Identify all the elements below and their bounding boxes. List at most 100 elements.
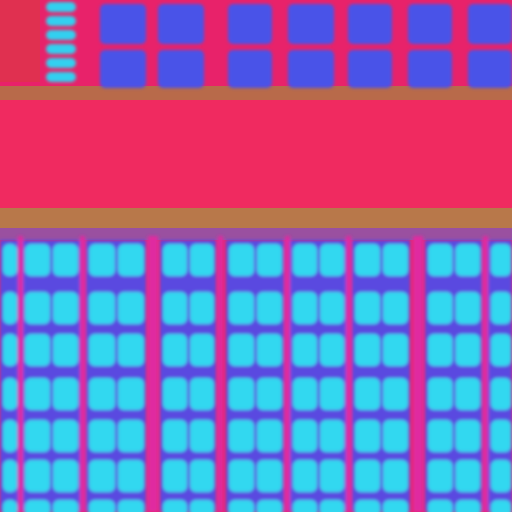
cell bbox=[3, 500, 17, 512]
cell bbox=[118, 420, 144, 452]
cell bbox=[163, 378, 187, 410]
cell bbox=[383, 378, 408, 410]
top-window bbox=[348, 50, 392, 88]
cell bbox=[118, 460, 144, 492]
separator bbox=[413, 236, 418, 512]
separator bbox=[418, 236, 423, 512]
cell bbox=[428, 420, 453, 452]
cell bbox=[293, 244, 317, 276]
cell bbox=[25, 334, 50, 366]
cell bbox=[320, 292, 344, 324]
cell bbox=[455, 500, 480, 512]
cell bbox=[25, 420, 50, 452]
cell bbox=[355, 244, 380, 276]
cell bbox=[163, 500, 187, 512]
cell bbox=[257, 378, 282, 410]
cell bbox=[118, 244, 144, 276]
cell bbox=[257, 334, 282, 366]
cell bbox=[383, 500, 408, 512]
cell bbox=[491, 460, 511, 492]
cell bbox=[293, 500, 317, 512]
cell bbox=[293, 420, 317, 452]
top-window bbox=[288, 4, 334, 44]
top-window bbox=[158, 50, 204, 88]
cell bbox=[53, 500, 78, 512]
cell bbox=[53, 292, 78, 324]
cell bbox=[355, 500, 380, 512]
cell bbox=[229, 334, 254, 366]
cell bbox=[3, 244, 17, 276]
cell bbox=[355, 378, 380, 410]
oval bbox=[46, 2, 76, 12]
separator bbox=[346, 236, 351, 512]
top-window bbox=[468, 50, 512, 88]
cell bbox=[229, 378, 254, 410]
cell bbox=[89, 460, 115, 492]
cell bbox=[293, 292, 317, 324]
upper-strip bbox=[0, 86, 512, 100]
cell bbox=[89, 500, 115, 512]
cell bbox=[190, 292, 214, 324]
cell bbox=[455, 244, 480, 276]
cell bbox=[455, 292, 480, 324]
cell bbox=[428, 244, 453, 276]
top-window bbox=[100, 50, 146, 88]
cell bbox=[383, 460, 408, 492]
cell bbox=[355, 460, 380, 492]
cell bbox=[320, 460, 344, 492]
top-window bbox=[100, 4, 146, 44]
cell bbox=[25, 244, 50, 276]
cell bbox=[320, 420, 344, 452]
cell bbox=[320, 500, 344, 512]
cell bbox=[53, 378, 78, 410]
cell bbox=[491, 500, 511, 512]
cell bbox=[491, 420, 511, 452]
cell bbox=[25, 292, 50, 324]
cell bbox=[190, 244, 214, 276]
oval bbox=[46, 58, 76, 68]
cell bbox=[320, 244, 344, 276]
cell bbox=[53, 244, 78, 276]
cell bbox=[118, 292, 144, 324]
cell bbox=[163, 460, 187, 492]
cell bbox=[293, 378, 317, 410]
cell bbox=[118, 500, 144, 512]
cell bbox=[428, 334, 453, 366]
cell bbox=[428, 460, 453, 492]
cell bbox=[163, 334, 187, 366]
oval bbox=[46, 30, 76, 40]
cell bbox=[257, 420, 282, 452]
cell bbox=[25, 500, 50, 512]
separator bbox=[153, 236, 158, 512]
cell bbox=[89, 244, 115, 276]
cell bbox=[190, 378, 214, 410]
cell bbox=[25, 378, 50, 410]
separator bbox=[18, 236, 23, 512]
oval bbox=[46, 16, 76, 26]
cell bbox=[53, 334, 78, 366]
cell bbox=[257, 500, 282, 512]
cell bbox=[229, 244, 254, 276]
cell bbox=[3, 334, 17, 366]
cell bbox=[53, 460, 78, 492]
top-window bbox=[288, 50, 334, 88]
top-window bbox=[228, 4, 272, 44]
cell bbox=[89, 378, 115, 410]
cell bbox=[491, 292, 511, 324]
cell bbox=[229, 292, 254, 324]
top-window bbox=[228, 50, 272, 88]
cell bbox=[118, 334, 144, 366]
middle-band bbox=[0, 100, 512, 210]
cell bbox=[455, 378, 480, 410]
cell bbox=[428, 378, 453, 410]
top-window bbox=[408, 4, 452, 44]
cell bbox=[491, 244, 511, 276]
lower-strip-edge bbox=[0, 228, 512, 240]
cell bbox=[53, 420, 78, 452]
cell bbox=[118, 378, 144, 410]
cell bbox=[25, 460, 50, 492]
cell bbox=[3, 292, 17, 324]
top-window bbox=[348, 4, 392, 44]
cell bbox=[320, 334, 344, 366]
